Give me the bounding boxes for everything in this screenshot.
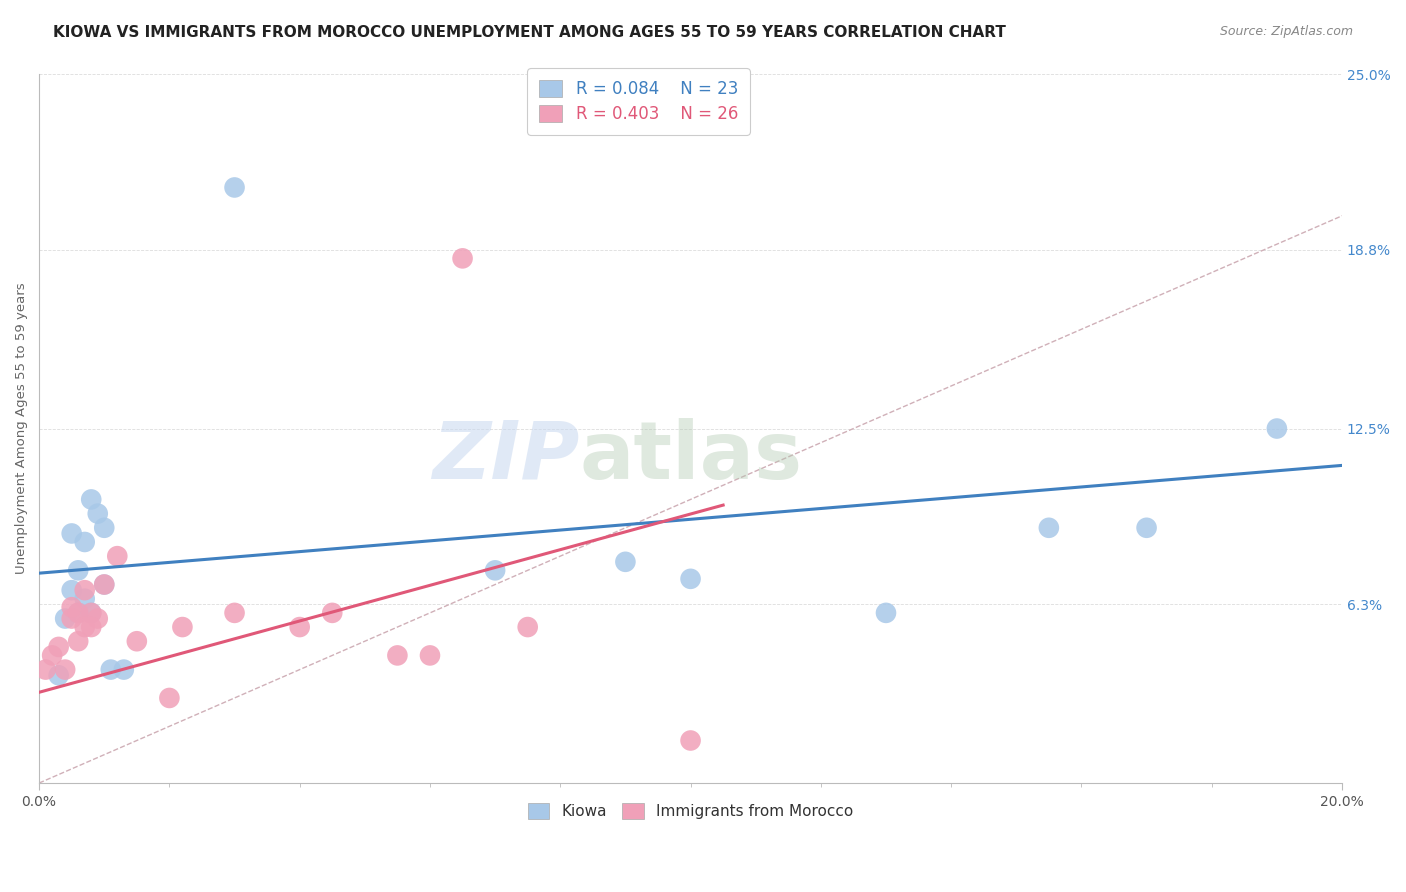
Point	[87, 611, 110, 625]
Point	[679, 733, 702, 747]
Point	[67, 634, 90, 648]
Point	[67, 563, 90, 577]
Point	[67, 606, 90, 620]
Point	[125, 634, 148, 648]
Point	[73, 535, 96, 549]
Point	[67, 606, 90, 620]
Point	[484, 563, 506, 577]
Point	[93, 577, 115, 591]
Point	[93, 577, 115, 591]
Point	[60, 526, 83, 541]
Point	[73, 591, 96, 606]
Point	[73, 583, 96, 598]
Point	[105, 549, 128, 563]
Y-axis label: Unemployment Among Ages 55 to 59 years: Unemployment Among Ages 55 to 59 years	[15, 283, 28, 574]
Point	[451, 252, 474, 266]
Point	[93, 521, 115, 535]
Point	[48, 668, 70, 682]
Point	[53, 663, 76, 677]
Point	[87, 507, 110, 521]
Point	[112, 663, 135, 677]
Point	[614, 555, 637, 569]
Point	[224, 606, 246, 620]
Point	[80, 606, 103, 620]
Point	[875, 606, 897, 620]
Text: Source: ZipAtlas.com: Source: ZipAtlas.com	[1219, 25, 1353, 38]
Text: ZIP: ZIP	[433, 417, 579, 496]
Point	[34, 663, 56, 677]
Point	[60, 611, 83, 625]
Point	[1038, 521, 1060, 535]
Point	[1265, 421, 1288, 435]
Point	[516, 620, 538, 634]
Point	[80, 492, 103, 507]
Text: atlas: atlas	[579, 417, 803, 496]
Point	[41, 648, 63, 663]
Point	[1135, 521, 1157, 535]
Legend: Kiowa, Immigrants from Morocco: Kiowa, Immigrants from Morocco	[522, 797, 859, 825]
Point	[157, 690, 180, 705]
Point	[73, 620, 96, 634]
Point	[48, 640, 70, 654]
Point	[60, 600, 83, 615]
Point	[53, 611, 76, 625]
Point	[679, 572, 702, 586]
Point	[321, 606, 343, 620]
Point	[80, 620, 103, 634]
Point	[80, 606, 103, 620]
Point	[100, 663, 122, 677]
Point	[172, 620, 194, 634]
Point	[60, 583, 83, 598]
Point	[224, 180, 246, 194]
Point	[419, 648, 441, 663]
Point	[387, 648, 409, 663]
Text: KIOWA VS IMMIGRANTS FROM MOROCCO UNEMPLOYMENT AMONG AGES 55 TO 59 YEARS CORRELAT: KIOWA VS IMMIGRANTS FROM MOROCCO UNEMPLO…	[53, 25, 1007, 40]
Point	[288, 620, 311, 634]
